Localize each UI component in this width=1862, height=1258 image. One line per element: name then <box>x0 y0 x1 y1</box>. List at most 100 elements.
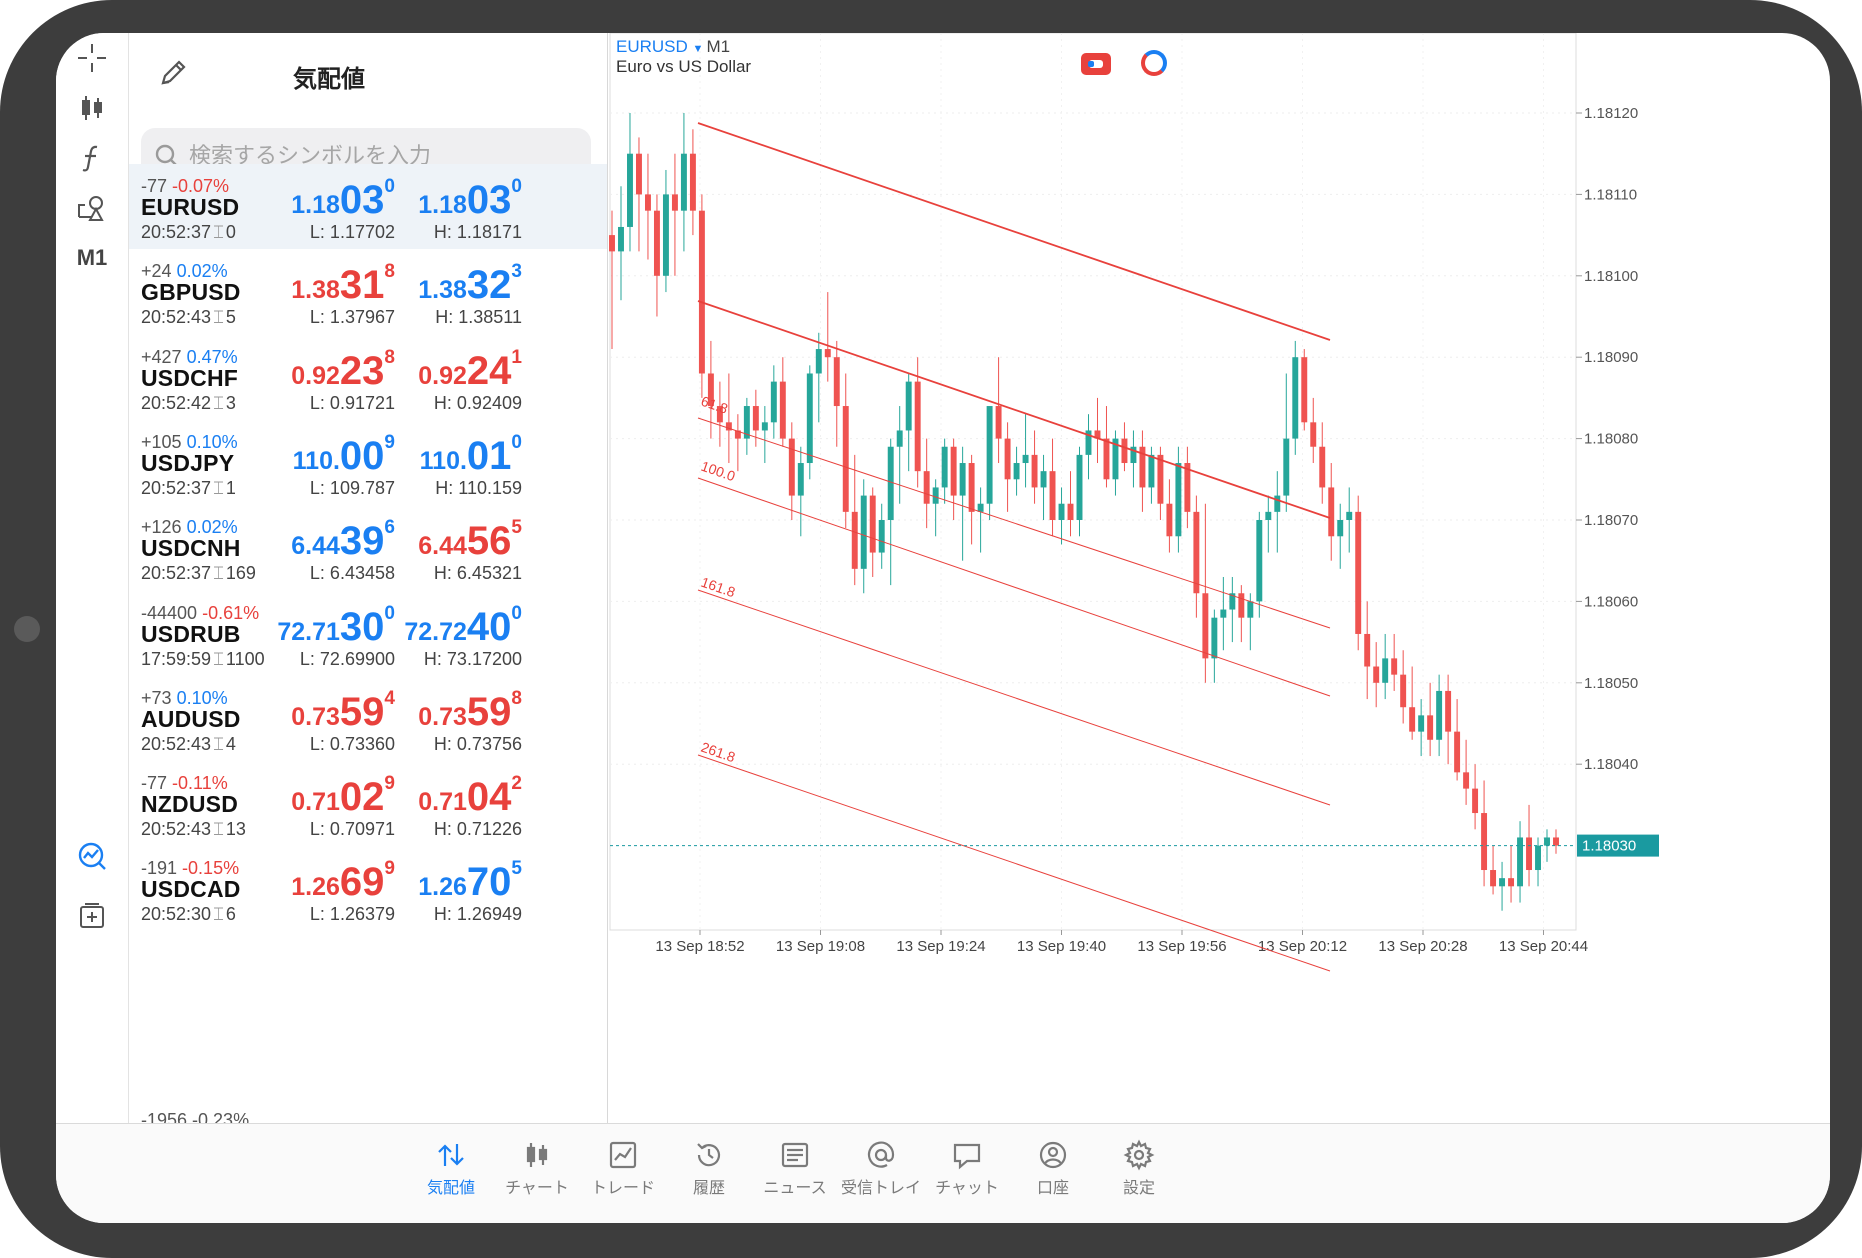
bid-price-pips: 39 <box>339 519 385 564</box>
change-points: -77 <box>141 176 168 196</box>
ask-price[interactable]: 1.18030 <box>382 176 522 223</box>
bid-price-pips: 00 <box>339 433 385 478</box>
bid-price-fraction: 4 <box>384 687 395 709</box>
candle-up <box>932 487 939 504</box>
ask-price[interactable]: 0.92241 <box>382 347 522 394</box>
tab-label: 履歴 <box>692 1180 725 1197</box>
candle-down <box>716 406 723 423</box>
fibo-channel-line <box>697 589 1331 806</box>
candlestick-icon[interactable] <box>56 83 128 133</box>
crosshair-icon[interactable] <box>56 33 128 83</box>
candle-down <box>1328 487 1335 537</box>
chart-symbol-selector[interactable]: EURUSD ▼ M1 <box>616 37 730 57</box>
candle-down <box>869 495 876 553</box>
chat-bubble-icon <box>953 1143 981 1170</box>
bid-price-prefix: 0.92 <box>291 361 340 390</box>
tab-news[interactable]: ニュース <box>752 1130 838 1220</box>
quote-row-usdjpy[interactable]: +105 0.10% USDJPY 20:52:37 ⌶ 1 110.009 110.010… <box>129 420 607 505</box>
quote-row-usdchf[interactable]: +427 0.47% USDCHF 20:52:42 ⌶ 3 0.92238 0.92241… <box>129 335 607 420</box>
time-label: 13 Sep 19:40 <box>1017 938 1106 955</box>
candle-up <box>1040 471 1047 488</box>
ask-price[interactable]: 72.72400 <box>382 603 522 650</box>
ask-price-pips: 03 <box>466 178 512 222</box>
add-chart-icon[interactable] <box>56 891 128 941</box>
trading-signals-icon[interactable] <box>56 831 128 881</box>
tab-account[interactable]: 口座 <box>1010 1130 1096 1220</box>
ask-price[interactable]: 6.44565 <box>382 517 522 564</box>
price-label: 1.18100 <box>1584 268 1638 285</box>
day-low: L: 1.26379 <box>309 904 395 925</box>
fibo-level-label: 161.8 <box>699 574 738 601</box>
one-click-trading-dot <box>1088 61 1094 67</box>
time-label: 13 Sep 20:28 <box>1378 938 1467 955</box>
bid-price[interactable]: 1.26699 <box>255 858 395 905</box>
ask-price-pips: 32 <box>466 263 512 308</box>
ask-price-pips: 04 <box>466 775 512 820</box>
tab-history-clock[interactable]: 履歴 <box>666 1130 752 1220</box>
quote-row-gbpusd[interactable]: +24 0.02% GBPUSD 20:52:43 ⌶ 5 1.38318 1.38323 L… <box>129 249 607 334</box>
quote-row-usdcad[interactable]: -191 -0.15% USDCAD 20:52:30 ⌶ 6 1.26699 1.2670… <box>129 846 607 931</box>
candle-up <box>1517 837 1524 887</box>
function-icon[interactable] <box>56 133 128 183</box>
chart-symbol[interactable]: EURUSD <box>616 37 688 56</box>
ask-price[interactable]: 0.71042 <box>382 773 522 820</box>
bid-price-prefix: 1.18 <box>291 191 340 219</box>
candle-down <box>689 153 696 211</box>
ask-price-fraction: 8 <box>511 687 522 709</box>
edit-pencil-icon[interactable] <box>155 55 191 91</box>
tab-quotes-arrows[interactable]: 気配値 <box>408 1130 494 1220</box>
bid-price[interactable]: 72.71300 <box>255 603 395 650</box>
bid-price[interactable]: 0.71029 <box>255 773 395 820</box>
price-label: 1.18110 <box>1584 186 1637 203</box>
quotes-title: 気配値 <box>293 66 365 93</box>
tab-chart-candles[interactable]: チャート <box>494 1130 580 1220</box>
quote-row-eurusd[interactable]: -77 -0.07% EURUSD 20:52:37 ⌶ 0 1.18030 1.18030… <box>129 164 607 249</box>
ask-price[interactable]: 1.38323 <box>382 261 522 308</box>
quote-row-usdcnh[interactable]: +126 0.02% USDCNH 20:52:37 ⌶ 169 6.44396 6.445… <box>129 505 607 590</box>
price-chart[interactable]: 1.18120 1.18110 1.18100 1.18090 1.18080 1.180… <box>608 33 1830 1123</box>
candle-up <box>1283 438 1290 496</box>
day-low: L: 0.91721 <box>309 392 395 413</box>
quote-spread: 6 <box>225 904 236 925</box>
tab-trade-line[interactable]: トレード <box>580 1130 666 1220</box>
quote-change: +105 0.10% <box>141 432 238 453</box>
depth-of-market-icon[interactable] <box>1141 50 1167 76</box>
change-percent: -0.07% <box>172 176 230 196</box>
quotes-header: 気配値 <box>129 33 607 184</box>
change-percent: 0.02% <box>176 261 228 282</box>
quote-row-nzdusd[interactable]: -77 -0.11% NZDUSD 20:52:43 ⌶ 13 0.71029 0.7104… <box>129 761 607 846</box>
quote-spread: 1100 <box>225 648 265 669</box>
quote-row-usdrub[interactable]: -44400 -0.61% USDRUB 17:59:59 ⌶ 1100 72.71300… <box>129 591 607 676</box>
quote-time: 20:52:42 <box>141 392 212 413</box>
tab-chat-bubble[interactable]: チャット <box>924 1130 1010 1220</box>
bid-price[interactable]: 110.009 <box>255 432 395 479</box>
bid-price[interactable]: 6.44396 <box>255 517 395 564</box>
bid-price[interactable]: 0.92238 <box>255 347 395 394</box>
candle-up <box>797 463 804 496</box>
chart-area[interactable]: 1.18120 1.18110 1.18100 1.18090 1.18080 1.180… <box>608 33 1830 1123</box>
candle-down <box>788 438 795 496</box>
candle-up <box>1265 511 1272 520</box>
ask-price[interactable]: 1.26705 <box>382 858 522 905</box>
quote-time-spread: 20:52:43 ⌶ 13 <box>141 819 246 840</box>
quotes-arrows-icon <box>438 1144 464 1166</box>
ask-price[interactable]: 0.73598 <box>382 687 522 735</box>
bid-price[interactable]: 0.73594 <box>255 687 395 735</box>
one-click-trading-icon[interactable] <box>1081 53 1111 75</box>
spread-icon: ⌶ <box>213 904 224 925</box>
bid-price[interactable]: 1.38318 <box>255 261 395 308</box>
objects-icon[interactable] <box>56 183 128 233</box>
price-label: 1.18040 <box>1584 756 1638 773</box>
tab-settings-gear[interactable]: 設定 <box>1096 1130 1182 1220</box>
timeframe-button[interactable]: M1 <box>76 245 108 270</box>
quote-row-audusd[interactable]: +73 0.10% AUDUSD 20:52:43 ⌶ 4 0.73594 0.73598 L… <box>129 676 607 761</box>
candle-up <box>1499 878 1506 887</box>
candle-down <box>1400 674 1407 708</box>
ask-price[interactable]: 110.010 <box>382 432 522 479</box>
bid-price[interactable]: 1.18030 <box>255 176 395 223</box>
quote-symbol: USDCAD <box>141 876 241 903</box>
tab-mail-at[interactable]: 受信トレイ <box>838 1130 924 1220</box>
ask-price-prefix: 110. <box>419 446 467 475</box>
day-low: L: 109.787 <box>309 477 395 498</box>
